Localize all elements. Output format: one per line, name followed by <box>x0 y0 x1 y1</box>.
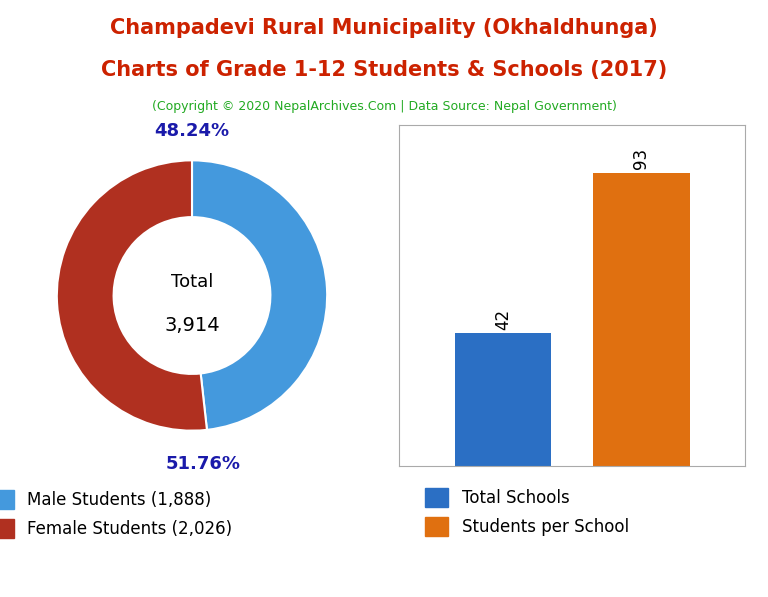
Text: 51.76%: 51.76% <box>165 456 240 473</box>
Bar <box>593 173 690 466</box>
Text: 93: 93 <box>632 149 650 170</box>
Text: Champadevi Rural Municipality (Okhaldhunga): Champadevi Rural Municipality (Okhaldhun… <box>110 18 658 38</box>
Text: 3,914: 3,914 <box>164 316 220 335</box>
Bar <box>455 333 551 466</box>
Wedge shape <box>57 161 207 430</box>
Text: 48.24%: 48.24% <box>154 122 230 140</box>
Text: 42: 42 <box>494 309 512 330</box>
Text: Total: Total <box>170 273 214 291</box>
Legend: Total Schools, Students per School: Total Schools, Students per School <box>425 488 629 536</box>
Text: (Copyright © 2020 NepalArchives.Com | Data Source: Nepal Government): (Copyright © 2020 NepalArchives.Com | Da… <box>151 100 617 113</box>
Legend: Male Students (1,888), Female Students (2,026): Male Students (1,888), Female Students (… <box>0 490 233 538</box>
Text: Charts of Grade 1-12 Students & Schools (2017): Charts of Grade 1-12 Students & Schools … <box>101 60 667 80</box>
Wedge shape <box>192 161 327 430</box>
